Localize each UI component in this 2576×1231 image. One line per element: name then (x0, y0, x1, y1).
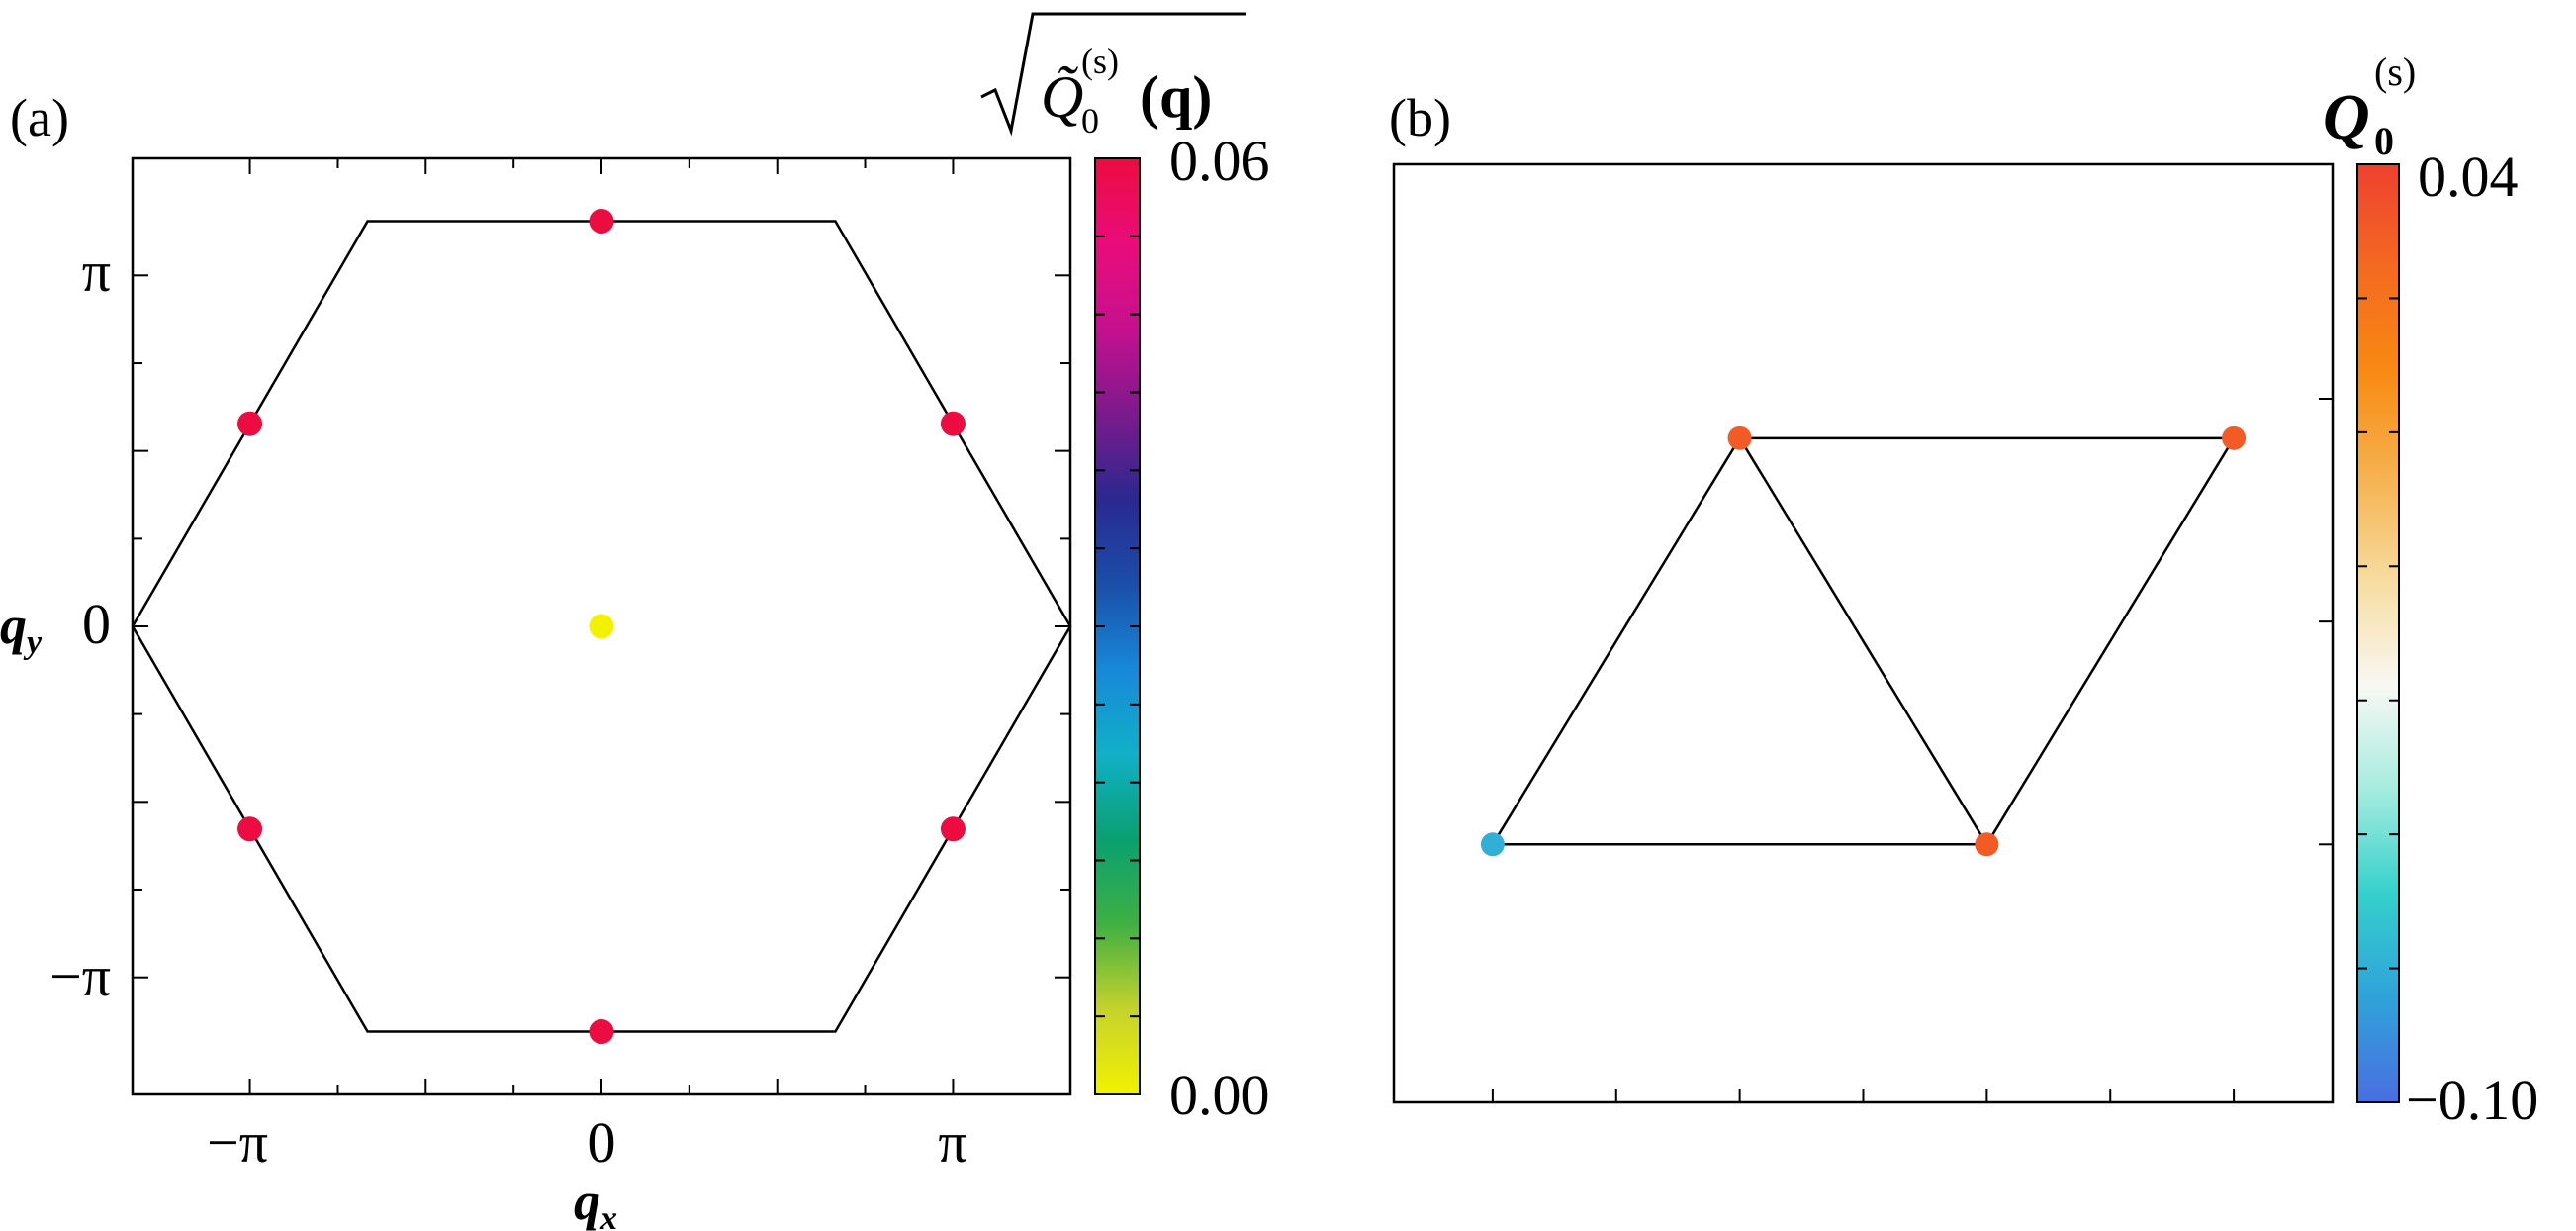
svg-text:qy: qy (0, 596, 43, 661)
plot-b-points (1480, 426, 2247, 857)
data-point-6 (589, 614, 614, 639)
panel-b: (b) 0.04 −0.10 Q 0 (s) (1389, 49, 2538, 1132)
colorbar-b-min-label: −0.10 (2406, 1068, 2538, 1132)
y-tick-pi: π (82, 239, 111, 304)
x-tick-pi: π (938, 1110, 966, 1175)
y-tick-0: 0 (82, 592, 111, 656)
colorbar-b-title: Q 0 (s) (2323, 49, 2416, 163)
data-point-0 (589, 208, 614, 234)
lattice-bonds (1491, 436, 2236, 846)
colorbar-b-max-label: 0.04 (2418, 144, 2519, 209)
data-point-5 (237, 411, 263, 436)
data-point-3 (589, 1019, 614, 1045)
plot-b-ticks (1491, 398, 2358, 1102)
x-axis-label: qx (574, 1172, 617, 1231)
colorbar-b (2356, 163, 2400, 1103)
svg-text:0: 0 (1081, 101, 1099, 141)
bond-0 (1491, 437, 1741, 845)
colorbar-b-ticks (2357, 297, 2399, 970)
svg-text:(s): (s) (1081, 42, 1119, 81)
bond-2 (1738, 437, 1988, 845)
site-point-2 (1975, 832, 1999, 857)
bond-4 (1985, 437, 2236, 845)
x-tick-0: 0 (588, 1110, 616, 1175)
svg-text:0: 0 (2374, 119, 2394, 163)
colorbar-a-min-label: 0.00 (1169, 1063, 1270, 1127)
colorbar-a-max-label: 0.06 (1169, 129, 1270, 193)
brillouin-zone-hexagon (131, 220, 1072, 1033)
colorbar-a-ticks (1095, 235, 1140, 1018)
svg-text:Q: Q (2323, 81, 2370, 153)
x-tick-neg-pi: −π (207, 1110, 268, 1175)
data-point-4 (237, 816, 263, 842)
panel-a-label: (a) (10, 88, 69, 147)
svg-text:(s): (s) (2374, 49, 2416, 94)
site-point-0 (1480, 832, 1505, 857)
svg-text:Q̃: Q̃ (1041, 64, 1083, 130)
panel-a: (a) π 0 −π −π 0 π qy qx 0.06 0.00 Q̃ (0, 12, 1270, 1231)
plot-a-ticks (133, 158, 1070, 1094)
plot-a-points (237, 208, 966, 1045)
data-point-2 (940, 816, 966, 842)
site-point-3 (2222, 426, 2247, 450)
data-point-1 (940, 411, 966, 436)
panel-b-label: (b) (1389, 88, 1451, 147)
site-point-1 (1727, 426, 1752, 450)
svg-text:(q): (q) (1140, 64, 1212, 130)
y-tick-neg-pi: −π (49, 944, 111, 1008)
svg-text:qx: qx (574, 1172, 617, 1231)
colorbar-a-title: Q̃ 0 (s) (q) (980, 12, 1246, 141)
plot-b-frame (1392, 162, 2335, 1104)
y-axis-label: qy (0, 596, 43, 661)
